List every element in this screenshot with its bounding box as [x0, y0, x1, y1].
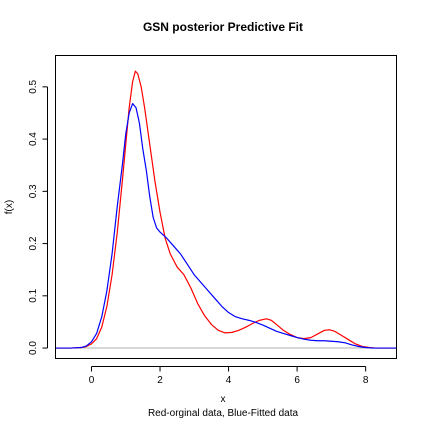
x-tick-label: 0 [89, 375, 95, 386]
plot-frame [55, 55, 397, 359]
x-tick-label: 4 [226, 375, 232, 386]
y-tick-label: 0.5 [28, 79, 39, 93]
chart-title: GSN posterior Predictive Fit [143, 20, 303, 34]
x-axis-sublabel: Red-orginal data, Blue-Fitted data [148, 408, 299, 419]
y-tick-label: 0.1 [28, 288, 39, 302]
x-axis-label: x [221, 394, 226, 405]
plot-area [55, 70, 397, 349]
y-tick-label: 0.2 [28, 236, 39, 250]
x-axis: 0 2 4 6 8 [89, 366, 369, 386]
y-tick-label: 0.0 [28, 341, 39, 355]
y-tick-label: 0.4 [28, 132, 39, 146]
x-tick-label: 6 [294, 375, 300, 386]
y-tick-label: 0.3 [28, 184, 39, 198]
y-axis: 0.0 0.1 0.2 0.3 0.4 0.5 [28, 79, 48, 355]
y-axis-label: f(x) [4, 200, 15, 214]
x-tick-label: 8 [363, 375, 369, 386]
x-tick-label: 2 [157, 375, 163, 386]
fitted-density-line [55, 102, 397, 349]
original-density-line [55, 70, 397, 349]
